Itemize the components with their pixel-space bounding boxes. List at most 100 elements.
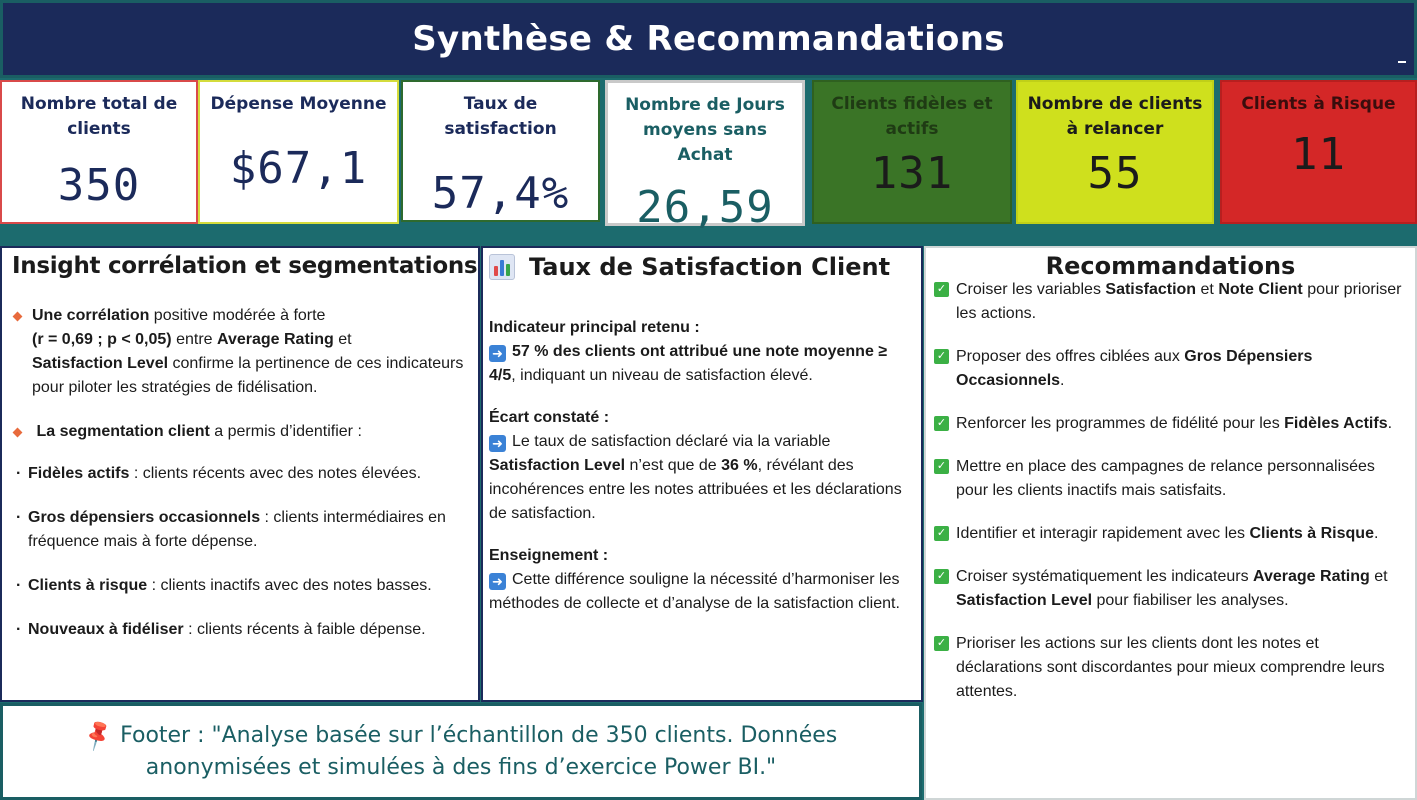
kpi-card-total-clients: Nombre total de clients 350 [0,80,198,224]
recommendation-item: ✓ Identifier et interagir rapidement ave… [934,522,1409,546]
reco-bold: Average Rating [1253,568,1370,585]
block-text: , révélant des incohérences entre les no… [489,457,902,522]
segment-item: · Fidèles actifs : clients récents avec … [12,462,468,486]
kpi-card-satisfaction-rate: Taux de satisfaction 57,4% [401,80,600,222]
segment-item: · Gros dépensiers occasionnels : clients… [12,506,468,554]
block-heading: Enseignement : [489,547,609,564]
kpi-value: 55 [1087,148,1143,199]
reco-text: pour prioriser les actions. [956,281,1402,322]
insight-bold: Satisfaction Level [32,355,169,372]
footer-panel: 📌 Footer : "Analyse basée sur l’échantill… [0,703,922,800]
checkmark-icon: ✓ [934,569,949,584]
kpi-value: 57,4% [431,168,570,219]
reco-text: pour fiabiliser les analyses. [1092,592,1289,609]
arrow-right-icon: ➜ [489,573,506,590]
reco-text: Mettre en place des campagnes de relance… [956,458,1375,499]
segment-name: Nouveaux à fidéliser [28,621,184,638]
satisfaction-title-row: Taux de Satisfaction Client [489,254,915,280]
insight-bold: La segmentation client [36,423,210,440]
reco-text: Proposer des offres ciblées aux [956,348,1185,365]
reco-text: . [1387,415,1393,432]
insight-text: confirme la pertinence de ces indicateur… [32,355,464,396]
reco-text: Identifier et interagir rapidement avec … [956,525,1250,542]
block-text: Le taux de satisfaction déclaré via la v… [512,433,831,450]
reco-bold: Satisfaction Level [956,592,1093,609]
segment-name: Fidèles actifs [28,465,130,482]
recommendations-list: ✓ Croiser les variables Satisfaction et … [926,278,1415,704]
insight-text: et [333,331,352,348]
kpi-label: Dépense Moyenne [210,94,387,114]
kpi-value: 131 [870,148,954,199]
bullet-icon: · [16,465,22,482]
segment-item: · Clients à risque : clients inactifs av… [12,574,468,598]
kpi-label: Clients à Risque [1241,94,1396,114]
block-text: , indiquant un niveau de satisfaction él… [511,367,813,384]
insight-correlation-item: Une corrélation positive modérée à forte… [12,304,468,400]
recommendations-panel: Recommandations ✓ Croiser les variables … [924,246,1417,800]
reco-bold: Fidèles Actifs [1284,415,1388,432]
insight-text: entre [171,331,217,348]
satisfaction-title: Taux de Satisfaction Client [529,253,891,281]
segment-desc: : clients récents à faible dépense. [183,621,426,638]
block-text: n’est que de [625,457,722,474]
reco-text: Croiser systématiquement les indicateurs [956,568,1254,585]
reco-bold: Satisfaction [1105,281,1197,298]
kpi-card-days-without-purchase: Nombre de Jours moyens sans Achat 26,59 [605,80,805,233]
reco-text: Prioriser les actions sur les clients do… [956,635,1385,700]
kpi-value: 11 [1291,129,1346,180]
checkmark-icon: ✓ [934,459,949,474]
recommendations-title: Recommandations [1045,252,1296,280]
insight-bold: Average Rating [216,331,334,348]
reco-bold: Clients à Risque [1249,525,1374,542]
kpi-value: $67,1 [229,143,368,194]
kpi-card-loyal-clients: Clients fidèles et actifs 131 [812,80,1012,224]
kpi-label: Nombre total de clients [20,94,178,139]
diamond-bullet-icon [12,311,23,322]
recommendation-item: ✓ Mettre en place des campagnes de relan… [934,455,1409,503]
reco-text: Renforcer les programmes de fidélité pou… [956,415,1285,432]
diamond-bullet-icon [12,427,23,438]
insight-text: a permis d’identifier : [209,423,362,440]
reco-bold: Gros Dépensiers Occasionnels [956,348,1313,389]
checkmark-icon: ✓ [934,282,949,297]
gap-block: Écart constaté : ➜ Le taux de satisfactio… [489,406,915,526]
kpi-value: 350 [57,160,141,211]
block-heading: Écart constaté : [489,409,610,426]
minimize-icon[interactable] [1398,61,1406,63]
kpi-card-at-risk-clients: Clients à Risque 11 [1220,80,1417,224]
block-bold: 36 % [721,457,758,474]
segment-name: Gros dépensiers occasionnels [28,509,261,526]
block-bold: Satisfaction Level [489,457,626,474]
kpi-card-average-spend: Dépense Moyenne $67,1 [198,80,399,224]
pushpin-icon: 📌 [80,717,117,754]
bar-chart-icon [489,254,515,280]
insight-title: Insight corrélation et segmentations [12,253,478,279]
segment-desc: : clients inactifs avec des notes basses… [147,577,432,594]
main-indicator-block: Indicateur principal retenu : ➜ 57 % des … [489,316,915,388]
block-heading: Indicateur principal retenu : [489,319,700,336]
reco-text: . [1373,525,1379,542]
insight-bold: Une corrélation [32,307,150,324]
segment-desc: : clients intermédiaires en fréquence ma… [28,509,446,550]
footer-note: 📌 Footer : "Analyse basée sur l’échantill… [3,718,919,784]
segment-desc: : clients récents avec des notes élevées… [129,465,422,482]
reco-text: et [1196,281,1219,298]
checkmark-icon: ✓ [934,349,949,364]
recommendation-item: ✓ Prioriser les actions sur les clients … [934,632,1409,704]
recommendation-item: ✓ Renforcer les programmes de fidélité p… [934,412,1409,436]
checkmark-icon: ✓ [934,636,949,651]
segment-item: · Nouveaux à fidéliser : clients récents… [12,618,468,642]
footer-text: Footer : "Analyse basée sur l’échantillo… [120,723,838,780]
recommendation-item: ✓ Croiser systématiquement les indicateu… [934,565,1409,613]
recommendation-item: ✓ Croiser les variables Satisfaction et … [934,278,1409,326]
bullet-icon: · [16,621,22,638]
bullet-icon: · [16,577,22,594]
reco-text: . [1060,372,1065,389]
block-bold: 57 % des clients ont attribué une note m… [489,343,888,384]
checkmark-icon: ✓ [934,416,949,431]
kpi-label: Nombre de clients à relancer [1027,94,1203,139]
reco-bold: Note Client [1218,281,1303,298]
arrow-right-icon: ➜ [489,435,506,452]
bullet-icon: · [16,509,22,526]
recommendation-item: ✓ Proposer des offres ciblées aux Gros D… [934,345,1409,393]
